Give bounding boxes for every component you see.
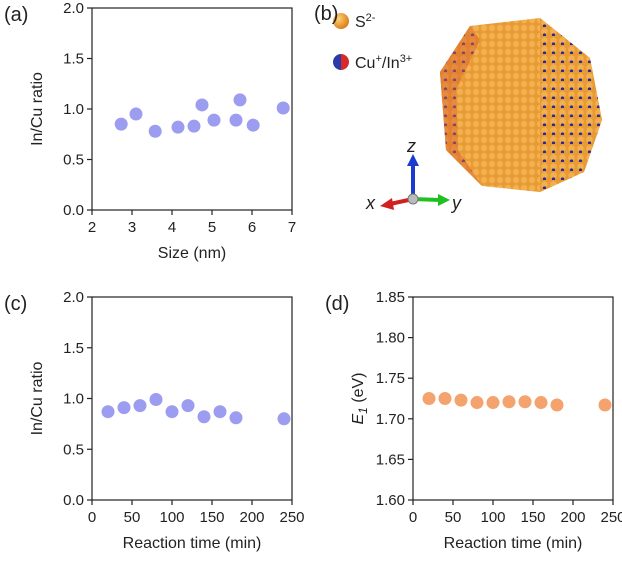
point (598, 398, 612, 412)
y-tick-label: 1.70 (376, 411, 405, 428)
y-tick-label: 2.0 (63, 289, 84, 306)
x-tick-label: 200 (239, 509, 264, 526)
legend-cu-icon (333, 54, 341, 70)
y-tick-label: 0.5 (63, 441, 84, 458)
point (470, 396, 484, 410)
axes-triad (380, 154, 450, 210)
panel-label: (c) (4, 293, 27, 315)
y-tick-label: 0.5 (63, 152, 84, 169)
point (229, 411, 243, 425)
y-tick-label: 1.80 (376, 330, 405, 347)
y-axis-label: In/Cu ratio (29, 72, 46, 146)
plot-frame (91, 7, 293, 211)
x-tick-label: 0 (88, 509, 96, 526)
y-axis-label: E1 (eV) (350, 372, 370, 424)
y-tick-label: 1.5 (63, 340, 84, 357)
legend-s-icon (333, 13, 349, 29)
y-tick-label: 1.60 (376, 492, 405, 509)
point (171, 120, 185, 134)
point (422, 392, 436, 405)
point (148, 124, 162, 138)
y-tick-label: 1.0 (63, 391, 84, 408)
x-axis-label: Size (nm) (158, 245, 226, 262)
point (165, 405, 179, 419)
point (149, 393, 163, 407)
y-tick-label: 1.85 (376, 289, 405, 306)
y-tick-label: 1.65 (376, 451, 405, 468)
point (534, 396, 548, 410)
point (438, 392, 452, 405)
point (133, 399, 147, 413)
y-axis-label: In/Cu ratio (29, 361, 46, 435)
y-tick-label: 1.75 (376, 370, 405, 387)
point (502, 395, 516, 409)
legend-label: Cu+/In3+ (355, 53, 412, 72)
point (229, 113, 243, 127)
point (550, 398, 564, 412)
legend-label: S2- (355, 12, 376, 31)
plot-frame (91, 296, 293, 501)
point (114, 117, 128, 131)
point (486, 396, 500, 410)
y-tick-label: 0.0 (63, 492, 84, 509)
x-tick-label: 4 (168, 219, 176, 236)
panel-label: (b) (314, 3, 338, 25)
x-tick-label: 150 (199, 509, 224, 526)
point (207, 113, 221, 127)
y-tick-label: 2.0 (63, 0, 84, 17)
x-tick-label: 250 (600, 509, 622, 526)
point (181, 399, 195, 413)
panel-label: (a) (4, 4, 28, 26)
point (246, 118, 260, 132)
legend-in-icon (341, 54, 349, 70)
x-tick-label: 100 (480, 509, 505, 526)
x-tick-label: 3 (128, 219, 136, 236)
axis-name: x (365, 193, 376, 213)
x-tick-label: 5 (208, 219, 216, 236)
x-tick-label: 200 (560, 509, 585, 526)
x-tick-label: 0 (409, 509, 417, 526)
point (197, 410, 211, 424)
axis-name: z (406, 136, 416, 156)
axis-name: y (450, 193, 462, 213)
point (454, 393, 468, 407)
y-axis-unit: (eV) (350, 372, 367, 407)
x-tick-label: 50 (445, 509, 462, 526)
y-axis-symbol: E (350, 414, 367, 425)
x-tick-label: 2 (88, 219, 96, 236)
y-tick-label: 1.5 (63, 51, 84, 68)
point (195, 98, 209, 112)
point (277, 412, 291, 426)
y-axis-subscript: 1 (356, 407, 370, 414)
nanocrystal (440, 18, 602, 192)
point (233, 93, 247, 107)
x-tick-label: 150 (520, 509, 545, 526)
x-tick-label: 6 (248, 219, 256, 236)
panel-label: (d) (325, 293, 349, 315)
x-axis-label: Reaction time (min) (123, 535, 262, 552)
plot-frame (412, 296, 614, 501)
x-tick-label: 250 (279, 509, 304, 526)
x-tick-label: 7 (288, 219, 296, 236)
point (129, 107, 143, 121)
x-tick-label: 100 (159, 509, 184, 526)
point (101, 405, 115, 419)
x-axis-label: Reaction time (min) (444, 535, 583, 552)
point (213, 405, 227, 419)
x-tick-label: 50 (124, 509, 141, 526)
point (518, 395, 532, 409)
y-tick-label: 1.0 (63, 101, 84, 118)
point (276, 101, 290, 115)
point (117, 401, 131, 415)
y-tick-label: 0.0 (63, 202, 84, 219)
point (187, 119, 201, 133)
